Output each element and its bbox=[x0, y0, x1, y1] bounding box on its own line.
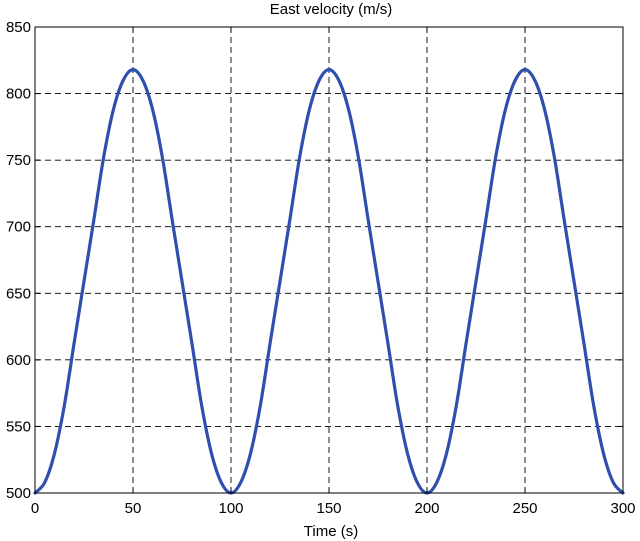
x-tick-label: 300 bbox=[610, 500, 635, 517]
y-tick-label: 600 bbox=[6, 352, 31, 369]
chart-title: East velocity (m/s) bbox=[270, 1, 393, 18]
x-tick-label: 200 bbox=[414, 500, 439, 517]
grid-lines bbox=[35, 27, 623, 493]
y-tick-label: 800 bbox=[6, 86, 31, 103]
y-tick-label: 750 bbox=[6, 152, 31, 169]
y-axis-tick-labels: 500 550 600 650 700 750 800 850 bbox=[6, 19, 31, 502]
x-tick-label: 50 bbox=[125, 500, 142, 517]
axis-ticks bbox=[34, 26, 624, 494]
x-tick-label: 150 bbox=[316, 500, 341, 517]
x-axis-tick-labels: 0 50 100 150 200 250 300 bbox=[31, 500, 636, 517]
x-tick-label: 250 bbox=[512, 500, 537, 517]
series-layer bbox=[33, 68, 625, 495]
y-tick-label: 650 bbox=[6, 285, 31, 302]
y-tick-label: 500 bbox=[6, 485, 31, 502]
y-tick-label: 550 bbox=[6, 418, 31, 435]
x-axis-label: Time (s) bbox=[304, 523, 358, 540]
x-tick-label: 100 bbox=[218, 500, 243, 517]
series-line-0 bbox=[33, 68, 625, 495]
y-tick-label: 700 bbox=[6, 219, 31, 236]
y-tick-label: 850 bbox=[6, 19, 31, 36]
x-tick-label: 0 bbox=[31, 500, 39, 517]
